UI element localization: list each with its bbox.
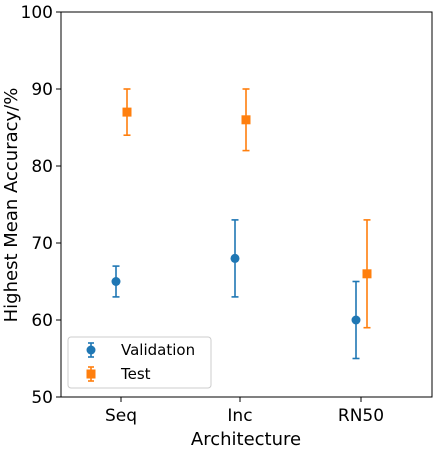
y-axis: 50 60 70 80 90 100: [21, 3, 61, 408]
x-tick-label: RN50: [338, 406, 384, 426]
legend: Validation Test: [67, 336, 212, 389]
x-tick-label: Seq: [105, 406, 137, 426]
y-tick-label: 60: [31, 311, 53, 331]
y-tick-label: 80: [31, 157, 53, 177]
y-tick-label: 90: [31, 80, 53, 100]
x-tick-label: Inc: [227, 406, 252, 426]
data-marks: [111, 88, 372, 360]
data-point: [111, 277, 121, 286]
y-tick-label: 70: [31, 234, 53, 254]
y-axis-label: Highest Mean Accuracy/%: [1, 88, 22, 323]
y-tick-label: 50: [31, 388, 53, 408]
data-point: [230, 253, 240, 263]
legend-label: Validation: [121, 341, 195, 359]
legend-marker: [86, 345, 96, 355]
x-axis: Seq Inc RN50: [105, 397, 384, 426]
data-point: [351, 315, 361, 325]
data-point: [362, 269, 372, 279]
plot-area: [60, 11, 433, 398]
legend-marker: [86, 369, 96, 379]
legend-label: Test: [120, 365, 151, 383]
legend-box: [67, 336, 212, 389]
x-axis-label: Architecture: [191, 429, 301, 450]
data-point: [122, 107, 132, 117]
data-point: [241, 115, 251, 125]
y-tick-label: 100: [21, 3, 53, 23]
